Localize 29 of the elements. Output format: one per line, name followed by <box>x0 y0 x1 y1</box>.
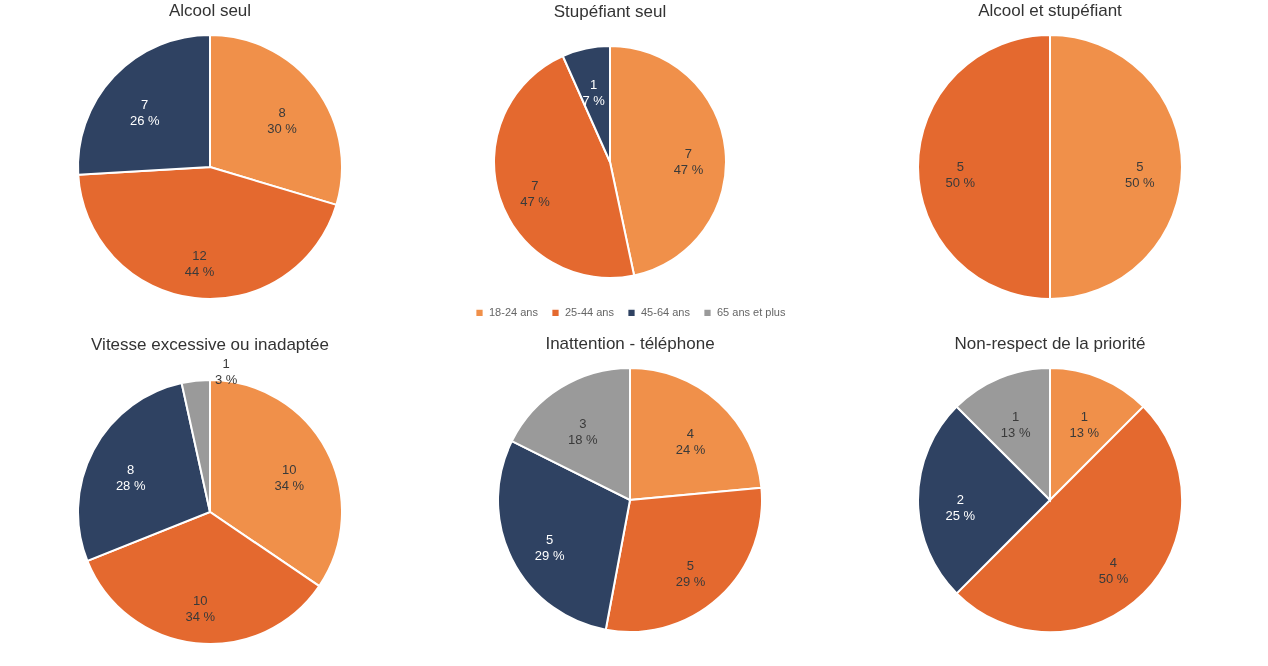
data-label: 1 13 % <box>1069 409 1100 441</box>
data-label: 3 18 % <box>567 415 598 447</box>
data-label: 12 44 % <box>184 248 215 280</box>
legend-label: 65 ans et plus <box>717 305 786 318</box>
data-label: 7 26 % <box>129 97 160 129</box>
data-label: 1 13 % <box>1000 409 1031 441</box>
data-label: 7 47 % <box>520 178 551 210</box>
chart-title: Stupéfiant seul <box>553 1 667 21</box>
data-label: 5 50 % <box>1124 159 1156 190</box>
data-label: 5 50 % <box>945 159 976 190</box>
legend-label: 18-24 ans <box>489 305 539 318</box>
data-label: 7 47 % <box>673 145 704 177</box>
data-label: 10 34 % <box>274 461 305 493</box>
data-label: 5 29 % <box>534 532 565 564</box>
data-label: 8 30 % <box>267 105 298 137</box>
data-label: 1 7 % <box>582 76 606 108</box>
data-label: 5 29 % <box>675 558 706 590</box>
chart-title: Inattention - téléphone <box>545 334 715 353</box>
data-label: 10 34 % <box>185 593 216 625</box>
chart-title: Non-respect de la priorité <box>954 334 1146 353</box>
chart-title: Alcool et stupéfiant <box>978 1 1123 20</box>
chart-title: Vitesse excessive ou inadaptée <box>91 334 329 354</box>
data-label: 4 24 % <box>675 425 706 457</box>
legend-label: 45-64 ans <box>641 305 691 318</box>
data-label: 4 50 % <box>1098 555 1129 587</box>
chart-title: Alcool seul <box>168 1 252 20</box>
data-label: 2 25 % <box>945 492 976 523</box>
legend-label: 25-44 ans <box>565 305 615 318</box>
data-label: 8 28 % <box>115 461 146 493</box>
